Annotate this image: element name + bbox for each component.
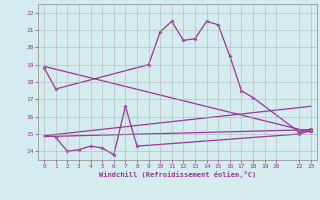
X-axis label: Windchill (Refroidissement éolien,°C): Windchill (Refroidissement éolien,°C) bbox=[99, 171, 256, 178]
